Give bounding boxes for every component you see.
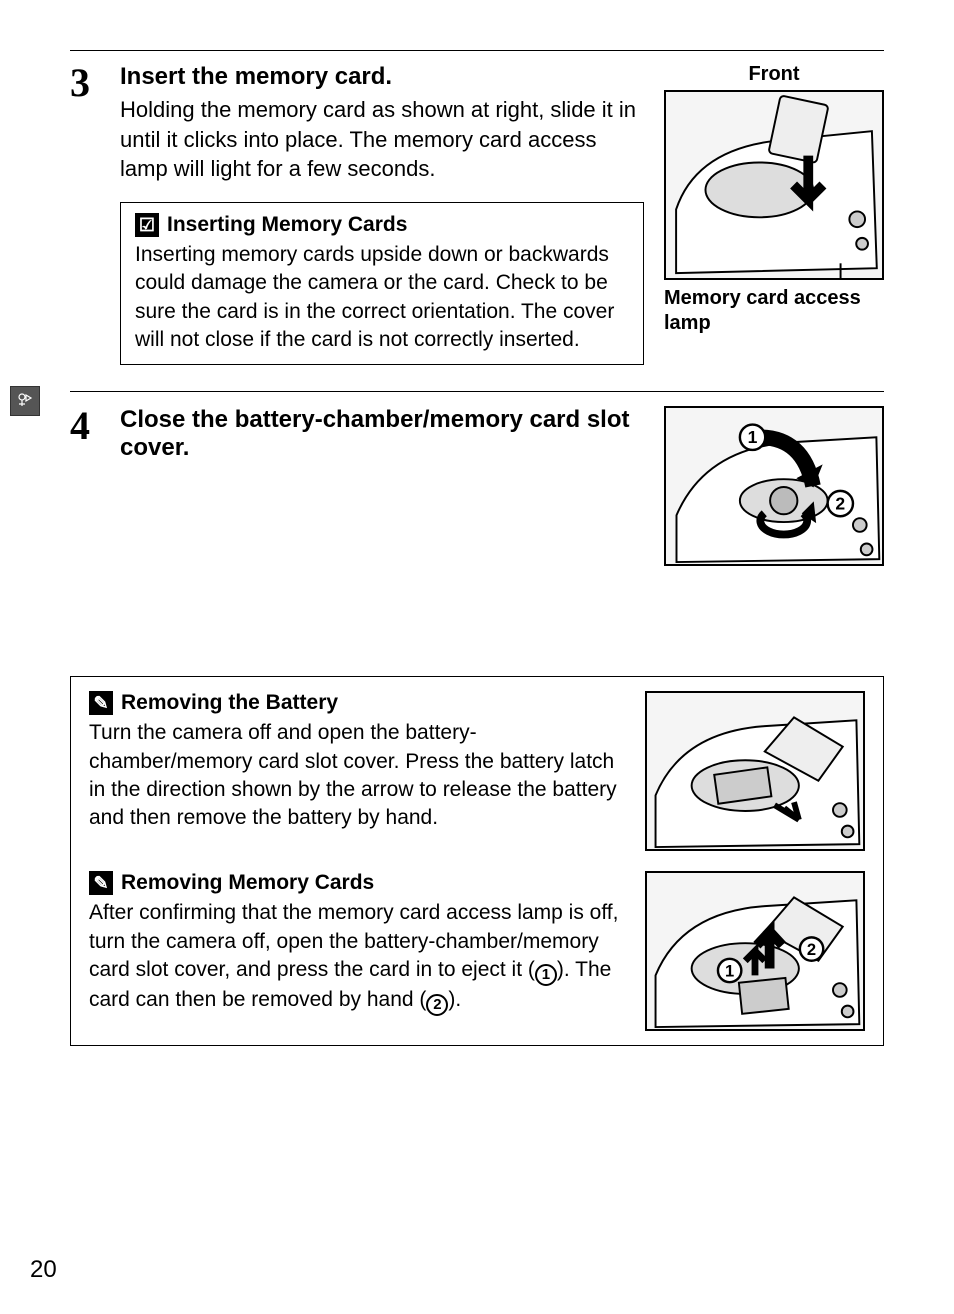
svg-text:2: 2 xyxy=(807,940,816,959)
manual-page: 3 Insert the memory card. Holding the me… xyxy=(0,0,954,1086)
circled-2-icon: 2 xyxy=(426,994,448,1016)
svg-text:1: 1 xyxy=(748,428,758,448)
svg-text:1: 1 xyxy=(725,962,734,981)
top-rule xyxy=(70,50,884,51)
note-removing-memory-cards: ✎ Removing Memory Cards After confirming… xyxy=(89,871,865,1031)
svg-text:2: 2 xyxy=(835,494,845,514)
circled-1-icon: 1 xyxy=(535,964,557,986)
figure-caption: Memory card access lamp xyxy=(664,286,884,336)
figure-remove-card: 1 2 xyxy=(645,871,865,1031)
note-removing-battery: ✎ Removing the Battery Turn the camera o… xyxy=(89,691,865,851)
note-title: Removing the Battery xyxy=(121,691,338,715)
step-number: 3 xyxy=(70,63,120,373)
figure-top-label: Front xyxy=(664,63,884,86)
note-body: Turn the camera off and open the battery… xyxy=(89,719,627,832)
mid-rule xyxy=(70,391,884,392)
page-number: 20 xyxy=(30,1256,57,1284)
notes-box: ✎ Removing the Battery Turn the camera o… xyxy=(70,676,884,1046)
note-icon: ✎ xyxy=(89,871,113,895)
note-icon: ✎ xyxy=(89,691,113,715)
figure-close-cover: 1 2 xyxy=(664,406,884,566)
step-number: 4 xyxy=(70,406,120,566)
step-body: Holding the memory card as shown at righ… xyxy=(120,95,644,184)
figure-insert-card xyxy=(664,90,884,280)
note-body: After confirming that the memory card ac… xyxy=(89,899,627,1016)
step-title: Insert the memory card. xyxy=(120,63,644,91)
step-title: Close the battery-chamber/memory card sl… xyxy=(120,406,644,462)
caution-box: ☑ Inserting Memory Cards Inserting memor… xyxy=(120,202,644,365)
step-4: 4 Close the battery-chamber/memory card … xyxy=(70,406,884,566)
figure-remove-battery xyxy=(645,691,865,851)
caution-body: Inserting memory cards upside down or ba… xyxy=(135,241,629,354)
caution-icon: ☑ xyxy=(135,213,159,237)
note-title: Removing Memory Cards xyxy=(121,871,374,895)
note-text-c: ). xyxy=(448,988,461,1011)
caution-title: Inserting Memory Cards xyxy=(167,213,407,237)
step-3: 3 Insert the memory card. Holding the me… xyxy=(70,63,884,373)
